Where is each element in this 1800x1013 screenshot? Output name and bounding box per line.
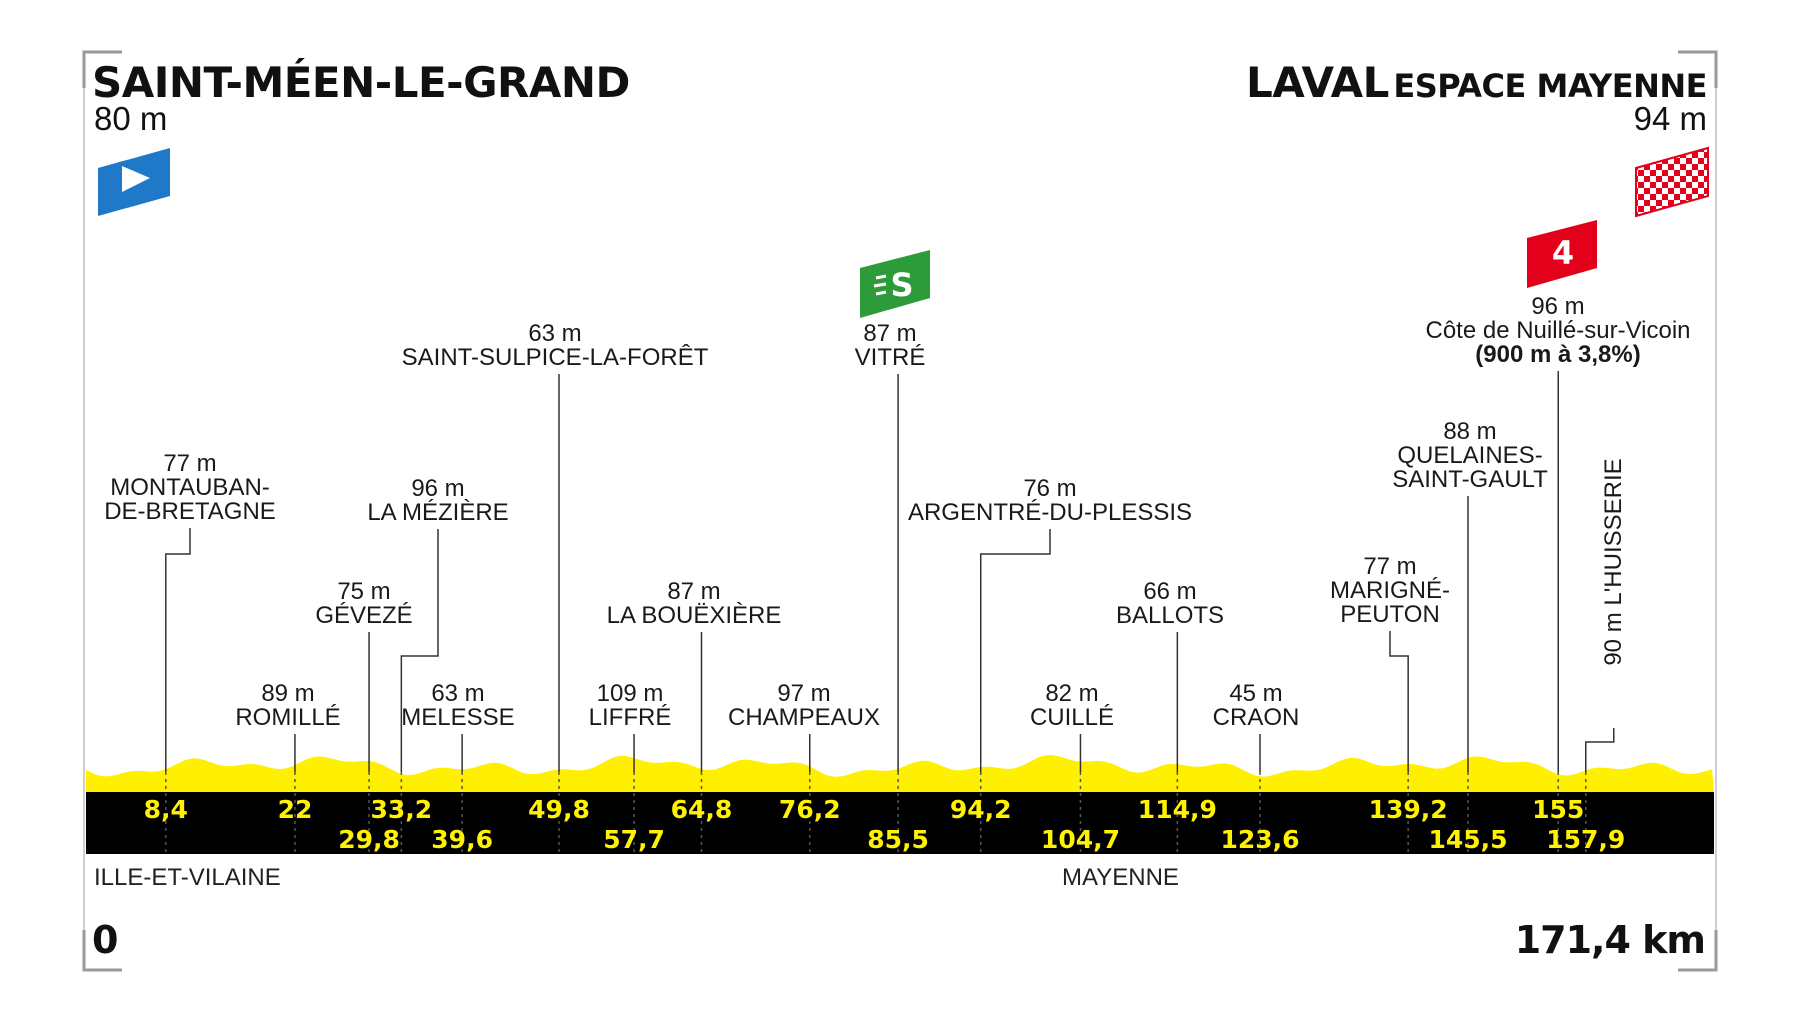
km-marker-label: 29,8 xyxy=(338,825,400,854)
place-altitude: 63 m xyxy=(431,680,485,707)
place-name: ARGENTRÉ-DU-PLESSIS xyxy=(907,499,1193,526)
place-name: PEUTON xyxy=(1340,601,1440,628)
place-name: DE-BRETAGNE xyxy=(104,498,276,525)
place-altitude: 75 m xyxy=(337,578,391,605)
finish-altitude: 94 m xyxy=(1633,100,1707,137)
climb-category-4-icon: 4 xyxy=(1527,220,1597,288)
km-marker-label: 145,5 xyxy=(1428,825,1507,854)
place-name: MONTAUBAN- xyxy=(110,474,270,501)
start-flag-icon xyxy=(98,148,170,216)
place-altitude: 97 m xyxy=(777,680,831,707)
finish-km: 171,4 km xyxy=(1514,918,1706,962)
km-marker-label: 57,7 xyxy=(603,825,665,854)
km-marker-label: 22 xyxy=(278,795,313,824)
km-marker-label: 114,9 xyxy=(1138,795,1217,824)
km-marker-label: 94,2 xyxy=(950,795,1012,824)
place-altitude: 77 m xyxy=(163,450,217,477)
place-name: LIFFRÉ xyxy=(588,704,672,731)
km-marker-label: 157,9 xyxy=(1546,825,1625,854)
place-name: MELESSE xyxy=(401,704,515,731)
km-marker-label: 123,6 xyxy=(1220,825,1299,854)
climb-category-label: 4 xyxy=(1552,234,1574,272)
place-altitude: 87 m xyxy=(667,578,721,605)
km-band xyxy=(86,792,1714,854)
place-altitude: 77 m xyxy=(1363,553,1417,580)
place-altitude: 63 m xyxy=(528,320,582,347)
place-name: VITRÉ xyxy=(854,344,926,371)
km-marker-label: 139,2 xyxy=(1369,795,1448,824)
place-altitude: 66 m xyxy=(1143,578,1197,605)
place-altitude: 109 m xyxy=(596,680,664,707)
km-marker-label: 104,7 xyxy=(1041,825,1120,854)
place-altitude: 88 m xyxy=(1443,418,1497,445)
space xyxy=(1600,606,1627,613)
finish-town-name: LAVAL xyxy=(1246,58,1389,107)
km-marker-label: 76,2 xyxy=(779,795,841,824)
place-name: LA MÉZIÈRE xyxy=(367,499,509,526)
leader-line xyxy=(1389,631,1409,772)
sprint-label: S xyxy=(890,266,913,304)
place-name: BALLOTS xyxy=(1115,602,1225,629)
place-label-lhuisserie: 90 m L'HUISSERIE xyxy=(1600,458,1628,665)
start-altitude: 80 m xyxy=(94,100,168,137)
finish-department: MAYENNE xyxy=(1062,864,1179,891)
km-marker-label: 49,8 xyxy=(528,795,590,824)
km-marker-label: 85,5 xyxy=(867,825,929,854)
elevation-profile xyxy=(86,755,1714,792)
km-marker-label: 33,2 xyxy=(370,795,432,824)
place-name: L'HUISSERIE xyxy=(1599,458,1627,606)
place-altitude: 96 m xyxy=(1531,293,1585,320)
start-department: ILLE-ET-VILAINE xyxy=(94,864,281,891)
place-altitude: 82 m xyxy=(1045,680,1099,707)
km-marker-label: 8,4 xyxy=(144,795,188,824)
checkered-flag-icon xyxy=(1635,146,1709,218)
leader-line xyxy=(165,528,191,772)
place-name: ROMILLÉ xyxy=(235,704,341,731)
start-town-name: SAINT-MÉEN-LE-GRAND xyxy=(92,58,630,107)
km-marker-label: 155 xyxy=(1532,795,1584,824)
start-km: 0 xyxy=(92,918,118,962)
place-altitude: 96 m xyxy=(411,475,465,502)
place-name: MARIGNÉ- xyxy=(1330,577,1450,604)
leader-line xyxy=(979,529,1051,772)
place-altitude: 90 m xyxy=(1599,612,1627,666)
place-name: QUELAINES- xyxy=(1397,442,1543,469)
leader-line xyxy=(1585,728,1615,772)
place-name: GÉVEZÉ xyxy=(315,602,413,629)
km-marker-label: 64,8 xyxy=(671,795,733,824)
place-altitude: 45 m xyxy=(1229,680,1283,707)
finish-town: LAVAL ESPACE MAYENNE xyxy=(1246,58,1707,107)
place-altitude: 87 m xyxy=(863,320,917,347)
place-name: CRAON xyxy=(1212,704,1300,731)
place-altitude: 89 m xyxy=(261,680,315,707)
place-name: SAINT-SULPICE-LA-FORÊT xyxy=(401,344,709,371)
place-name: CHAMPEAUX xyxy=(727,704,881,731)
intermediate-sprint-icon: S xyxy=(860,250,930,318)
place-altitude: 76 m xyxy=(1023,475,1077,502)
leader-line xyxy=(400,529,439,772)
place-name: SAINT-GAULT xyxy=(1392,466,1548,493)
km-marker-label: 39,6 xyxy=(431,825,493,854)
climb-note: (900 m à 3,8%) xyxy=(1475,341,1641,368)
finish-town-suffix: ESPACE MAYENNE xyxy=(1393,67,1707,105)
place-name: LA BOUËXIÈRE xyxy=(606,602,782,629)
place-name: CUILLÉ xyxy=(1029,704,1115,731)
place-name: Côte de Nuillé-sur-Vicoin xyxy=(1425,317,1691,344)
